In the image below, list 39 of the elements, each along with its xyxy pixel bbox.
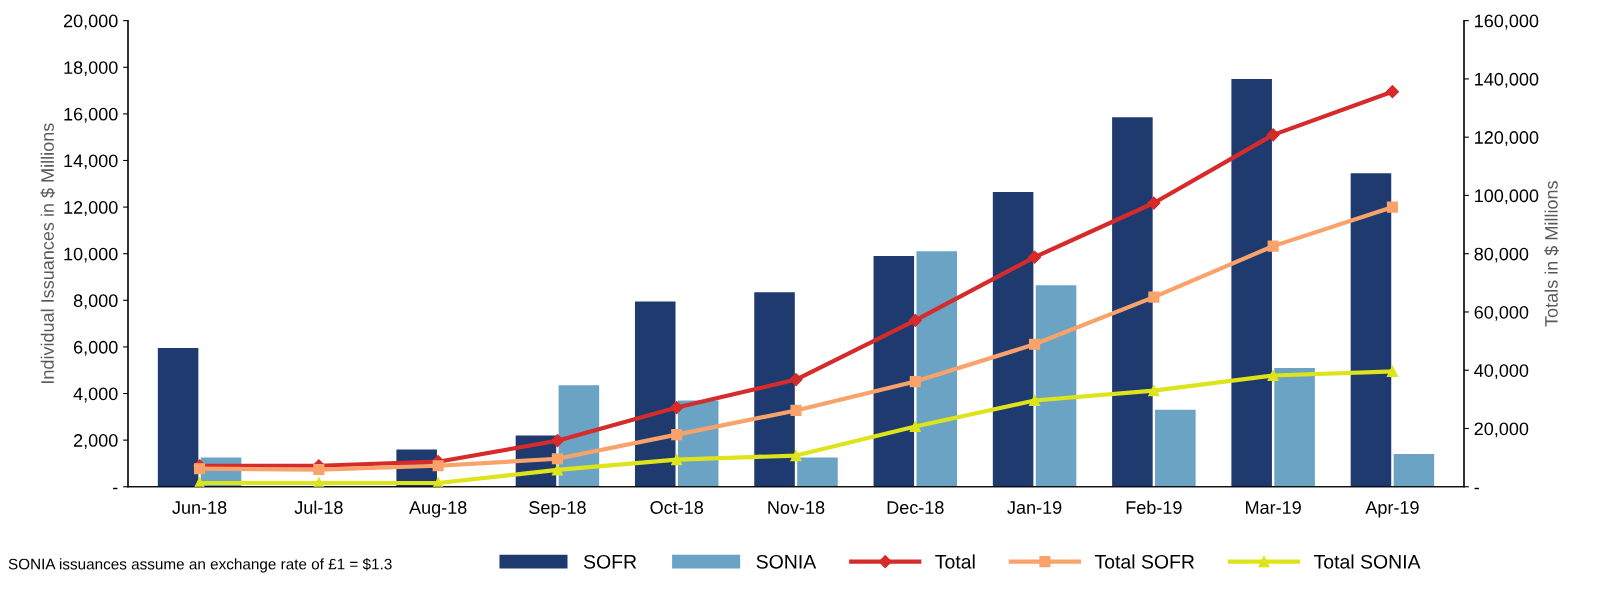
legend-label: Total SONIA [1314, 554, 1421, 569]
x-tick-label: Jul-18 [294, 500, 343, 514]
y2-tick-label: 60,000 [1474, 305, 1529, 321]
x-tick-label: Apr-19 [1365, 501, 1419, 518]
y-tick-label: 8,000 [73, 294, 118, 310]
y-tick-label: 18,000 [64, 61, 118, 77]
x-tick-label: Sep-18 [529, 501, 586, 518]
y2-tick-label: 20,000 [1474, 422, 1529, 438]
y-tick-label: - [113, 487, 118, 490]
x-tick-label: Aug-18 [409, 501, 467, 518]
x-tick-label: Nov-18 [768, 501, 825, 514]
x-tick-label: Mar-19 [1246, 501, 1301, 514]
y-tick-label: 4,000 [73, 387, 118, 403]
y2-tick-label: 120,000 [1475, 131, 1539, 147]
x-tick-label: Jan-19 [1007, 501, 1062, 514]
y-tick-label: 10,000 [64, 247, 118, 263]
x-tick-label: Dec-18 [887, 501, 944, 514]
legend-label: Total SOFR [1094, 554, 1195, 569]
y2-tick-label: - [1474, 487, 1479, 490]
y2-tick-label: 140,000 [1475, 72, 1539, 88]
y2-tick-label: 160,000 [1475, 14, 1539, 30]
y-axis-title: Individual Issuances in $ Millions [40, 123, 56, 383]
y2-tick-label: 40,000 [1474, 364, 1529, 380]
y2-tick-label: 80,000 [1474, 247, 1529, 263]
text: SONIA issuances assume an exchange rate of £1 = $1.3 [8, 558, 392, 573]
legend-label: SOFR [583, 554, 637, 569]
y2-tick-label: 100,000 [1475, 189, 1539, 205]
y2-axis-title: Totals in $ Millions [1544, 181, 1559, 327]
x-tick-label: Oct-18 [650, 501, 704, 514]
legend-label: SONIA [756, 554, 817, 569]
y-tick-label: 14,000 [64, 154, 118, 170]
y-tick-label: 2,000 [74, 434, 118, 449]
x-tick-label: Jun-18 [172, 501, 227, 514]
y-tick-label: 12,000 [64, 201, 118, 216]
y-tick-label: 6,000 [74, 340, 118, 356]
legend-label: Total [935, 554, 975, 569]
y-tick-label: 16,000 [64, 107, 118, 123]
y-tick-label: 20,000 [63, 14, 118, 30]
x-tick-label: Feb-19 [1126, 500, 1182, 514]
